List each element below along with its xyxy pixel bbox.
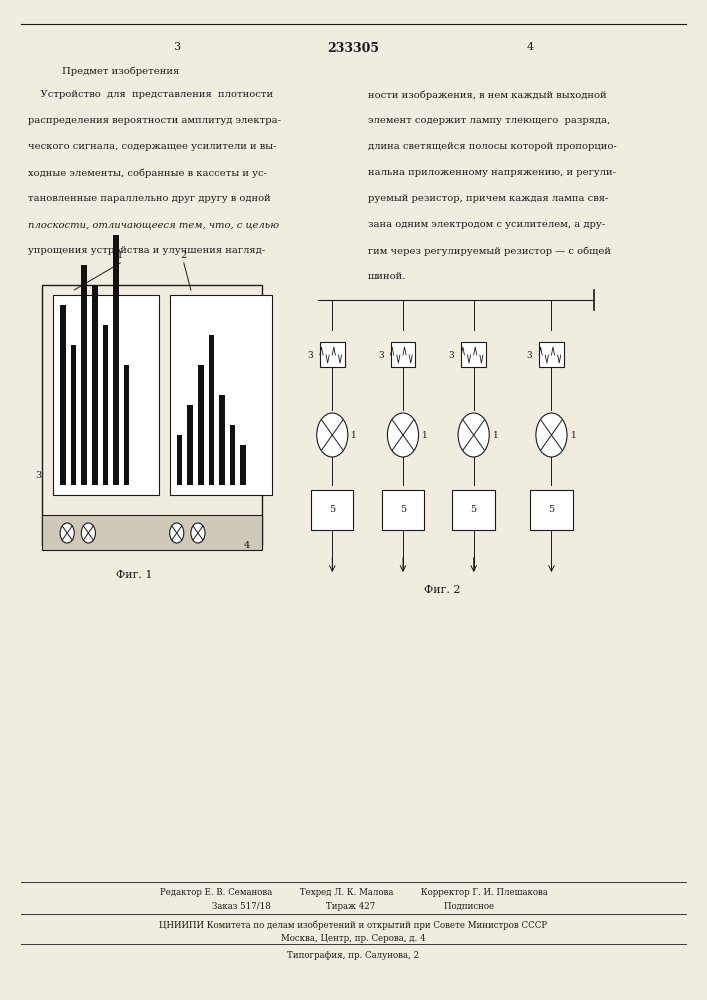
Text: тановленные параллельно друг другу в одной: тановленные параллельно друг другу в одн… bbox=[28, 194, 271, 203]
Polygon shape bbox=[103, 325, 108, 485]
Polygon shape bbox=[198, 365, 204, 485]
Text: Предмет изобретения: Предмет изобретения bbox=[62, 66, 179, 76]
Text: элемент содержит лампу тлеющего  разряда,: элемент содержит лампу тлеющего разряда, bbox=[368, 116, 610, 125]
Text: 5: 5 bbox=[471, 506, 477, 514]
Text: 3: 3 bbox=[308, 351, 312, 360]
Text: 1: 1 bbox=[422, 430, 428, 440]
Circle shape bbox=[536, 413, 567, 457]
Bar bbox=[320, 342, 344, 367]
Text: Устройство  для  представления  плотности: Устройство для представления плотности bbox=[28, 90, 274, 99]
Text: 1: 1 bbox=[351, 430, 357, 440]
Bar bbox=[452, 490, 495, 530]
Text: упрощения устройства и улучшения нагляд-: упрощения устройства и улучшения нагляд- bbox=[28, 246, 265, 255]
Text: 3: 3 bbox=[527, 351, 532, 360]
Text: зана одним электродом с усилителем, а дру-: зана одним электродом с усилителем, а др… bbox=[368, 220, 604, 229]
Text: 233305: 233305 bbox=[327, 42, 380, 55]
Bar bbox=[539, 342, 564, 367]
Text: Типография, пр. Салунова, 2: Типография, пр. Салунова, 2 bbox=[288, 951, 419, 960]
Text: Фиг. 2: Фиг. 2 bbox=[423, 585, 460, 595]
Bar bbox=[311, 490, 354, 530]
Polygon shape bbox=[53, 295, 159, 495]
Text: 1: 1 bbox=[493, 430, 498, 440]
Polygon shape bbox=[240, 445, 246, 485]
Circle shape bbox=[81, 523, 95, 543]
Text: ЦНИИПИ Комитета по делам изобретений и открытий при Совете Министров СССР: ЦНИИПИ Комитета по делам изобретений и о… bbox=[160, 920, 547, 930]
Text: 3: 3 bbox=[173, 42, 180, 52]
Bar bbox=[382, 490, 424, 530]
Text: Фиг. 1: Фиг. 1 bbox=[116, 570, 153, 580]
Text: плоскости,: плоскости, bbox=[0, 999, 1, 1000]
Polygon shape bbox=[81, 265, 87, 485]
Text: 1: 1 bbox=[571, 430, 576, 440]
Text: 2: 2 bbox=[181, 251, 187, 260]
Text: нальна приложенному напряжению, и регули-: нальна приложенному напряжению, и регули… bbox=[368, 168, 616, 177]
Polygon shape bbox=[170, 295, 272, 495]
Text: 5: 5 bbox=[329, 506, 335, 514]
Polygon shape bbox=[124, 365, 129, 485]
Bar bbox=[390, 342, 415, 367]
Polygon shape bbox=[71, 345, 76, 485]
Text: 5: 5 bbox=[549, 506, 554, 514]
Text: ческого сигнала, содержащее усилители и вы-: ческого сигнала, содержащее усилители и … bbox=[28, 142, 276, 151]
Polygon shape bbox=[92, 285, 98, 485]
Polygon shape bbox=[219, 395, 225, 485]
Text: 4: 4 bbox=[244, 540, 250, 550]
Polygon shape bbox=[42, 515, 262, 550]
Text: длина светящейся полосы которой пропорцио-: длина светящейся полосы которой пропорци… bbox=[368, 142, 617, 151]
Text: Заказ 517/18                    Тираж 427                         Подписное: Заказ 517/18 Тираж 427 Подписное bbox=[212, 902, 495, 911]
Text: ности изображения, в нем каждый выходной: ности изображения, в нем каждый выходной bbox=[368, 90, 607, 100]
Polygon shape bbox=[60, 305, 66, 485]
Text: 3: 3 bbox=[35, 471, 42, 480]
Text: Редактор Е. В. Семанова          Техред Л. К. Малова          Корректор Г. И. Пл: Редактор Е. В. Семанова Техред Л. К. Мал… bbox=[160, 888, 547, 897]
Circle shape bbox=[317, 413, 348, 457]
Circle shape bbox=[170, 523, 184, 543]
Circle shape bbox=[458, 413, 489, 457]
Text: 5: 5 bbox=[400, 506, 406, 514]
Polygon shape bbox=[177, 435, 182, 485]
Text: ходные элементы, собранные в кассеты и ус-: ходные элементы, собранные в кассеты и у… bbox=[28, 168, 267, 178]
Text: Москва, Центр, пр. Серова, д. 4: Москва, Центр, пр. Серова, д. 4 bbox=[281, 934, 426, 943]
Polygon shape bbox=[187, 405, 193, 485]
Text: плоскости, отличающееся тем, что, с целью: плоскости, отличающееся тем, что, с цель… bbox=[28, 220, 279, 229]
Polygon shape bbox=[209, 335, 214, 485]
Polygon shape bbox=[230, 425, 235, 485]
Bar bbox=[530, 490, 573, 530]
Text: 4: 4 bbox=[527, 42, 534, 52]
Text: 3: 3 bbox=[378, 351, 383, 360]
Text: гим через регулируемый резистор — с общей: гим через регулируемый резистор — с обще… bbox=[368, 246, 611, 256]
Polygon shape bbox=[113, 235, 119, 485]
Text: 1: 1 bbox=[117, 251, 123, 260]
Circle shape bbox=[60, 523, 74, 543]
Circle shape bbox=[191, 523, 205, 543]
Bar bbox=[461, 342, 486, 367]
Text: руемый резистор, причем каждая лампа свя-: руемый резистор, причем каждая лампа свя… bbox=[368, 194, 608, 203]
Text: шиной.: шиной. bbox=[368, 272, 406, 281]
Text: 3: 3 bbox=[449, 351, 455, 360]
Circle shape bbox=[387, 413, 419, 457]
Text: распределения вероятности амплитуд электра-: распределения вероятности амплитуд элект… bbox=[28, 116, 281, 125]
